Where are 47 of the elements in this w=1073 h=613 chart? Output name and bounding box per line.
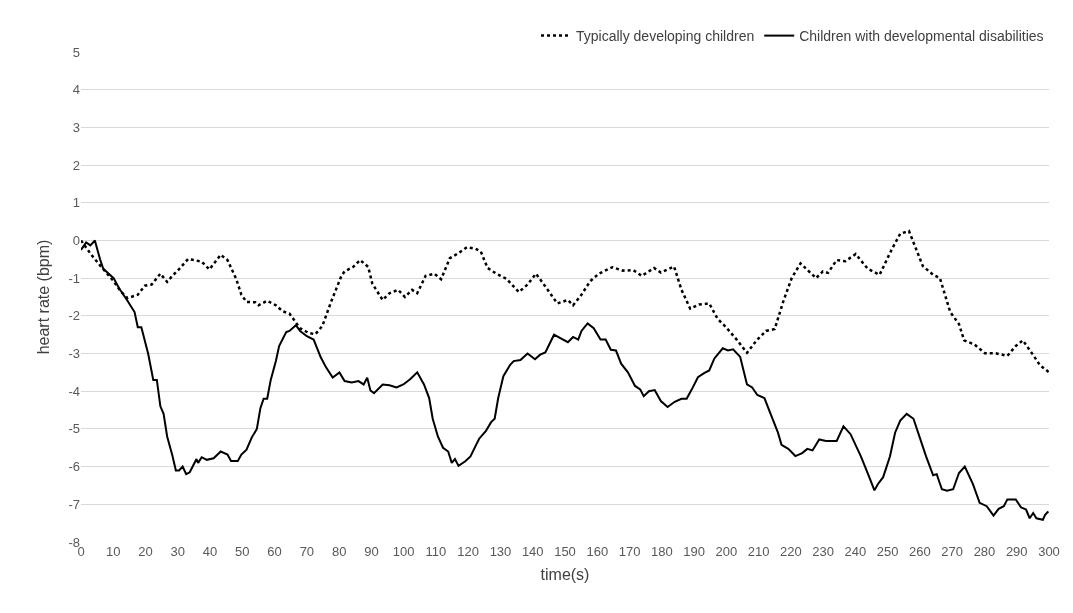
x-axis-title: time(s) — [540, 565, 590, 583]
x-tick-label: 190 — [683, 544, 705, 559]
y-tick-label: 5 — [72, 44, 80, 60]
y-tick-label: -4 — [68, 383, 80, 399]
x-tick-label: 140 — [521, 544, 544, 559]
x-tick-label: 130 — [489, 544, 512, 559]
x-tick-label: 70 — [299, 544, 315, 559]
x-tick-label: 30 — [170, 544, 186, 559]
x-tick-label: 160 — [586, 544, 609, 559]
y-tick-label: 0 — [72, 233, 80, 249]
y-tick-label: 1 — [72, 195, 80, 211]
x-tick-label: 220 — [780, 544, 802, 559]
y-tick-label: 3 — [72, 119, 80, 135]
y-tick-label: -5 — [68, 421, 80, 437]
x-tick-label: 290 — [1005, 544, 1028, 559]
y-tick-label: -6 — [68, 459, 80, 475]
y-tick-label: -7 — [68, 496, 80, 512]
x-tick-label: 210 — [747, 544, 770, 559]
x-tick-label: 100 — [392, 544, 415, 559]
y-tick-label: 2 — [72, 157, 80, 173]
x-tick-label: 50 — [235, 544, 250, 559]
x-tick-label: 260 — [909, 544, 931, 559]
y-tick-label: 4 — [72, 82, 80, 98]
x-tick-label: 120 — [457, 544, 480, 559]
x-tick-label: 270 — [941, 544, 964, 559]
x-tick-label: 60 — [267, 544, 282, 559]
x-tick-label: 180 — [650, 544, 673, 559]
y-tick-label: -2 — [68, 308, 80, 324]
x-tick-label: 280 — [973, 544, 996, 559]
x-tick-label: 230 — [812, 544, 834, 559]
legend-label: Children with developmental disabilities — [799, 28, 1044, 45]
x-tick-label: 300 — [1038, 544, 1060, 559]
x-tick-label: 10 — [106, 544, 121, 559]
legend-label: Typically developing children — [576, 28, 755, 45]
x-tick-label: 110 — [425, 544, 447, 559]
x-tick-label: 80 — [331, 544, 347, 559]
y-tick-label: -1 — [68, 270, 80, 286]
x-tick-label: 90 — [364, 544, 379, 559]
x-tick-label: 150 — [554, 544, 576, 559]
y-tick-label: -3 — [68, 346, 80, 362]
x-tick-label: 240 — [844, 544, 867, 559]
x-tick-label: 170 — [618, 544, 641, 559]
y-axis-title: heart rate (bpm) — [35, 239, 53, 355]
x-tick-label: 40 — [202, 544, 218, 559]
x-tick-label: 20 — [138, 544, 153, 559]
x-tick-label: 200 — [715, 544, 738, 559]
x-tick-label: 250 — [876, 544, 899, 559]
